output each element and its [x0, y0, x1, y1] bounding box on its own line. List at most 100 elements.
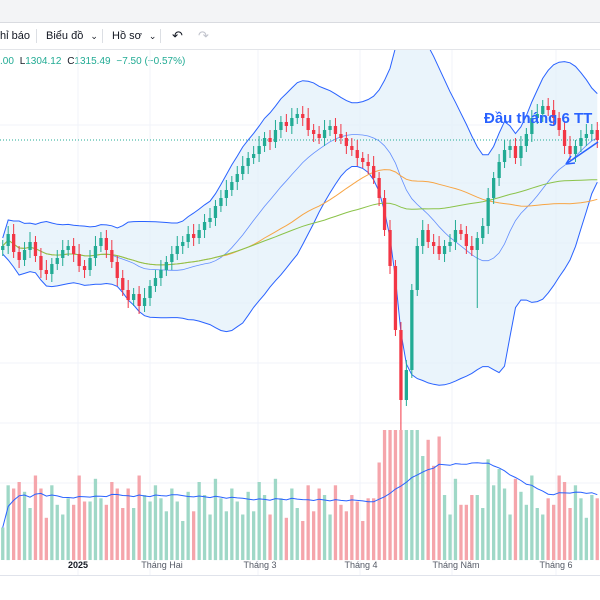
volume-bar	[595, 498, 599, 561]
volume-bar	[339, 504, 343, 561]
candle-body	[508, 146, 512, 150]
candle-body	[486, 198, 490, 226]
volume-bar	[442, 495, 447, 560]
profile-menu-button[interactable]: Hồ sơ ⌄	[112, 23, 156, 49]
candle-body	[93, 246, 98, 258]
candle-body	[219, 198, 223, 206]
volume-bar	[415, 430, 419, 560]
volume-bar	[388, 430, 392, 560]
candle-body	[306, 118, 310, 130]
chart-toolbar: hỉ báo Biểu đồ ⌄ Hồ sơ ⌄ ↶ ↷	[0, 23, 600, 50]
annotation-text: Đầu tháng 6 TT	[484, 110, 592, 127]
price-chart[interactable]: Đầu tháng 6 TT 2025 Tháng Hai Tháng 3 Tháng…	[0, 50, 600, 580]
volume-bar	[93, 478, 98, 561]
volume-bar	[1, 527, 5, 560]
volume-bar	[530, 475, 534, 560]
candle-body	[350, 146, 354, 150]
candle-body	[552, 110, 556, 118]
volume-bar	[350, 495, 354, 560]
candle-body	[181, 242, 185, 246]
candle-body	[295, 114, 299, 118]
open-value: .00	[0, 56, 14, 67]
candle-body	[432, 242, 436, 246]
candle-body	[584, 134, 588, 138]
candle-body	[6, 234, 10, 246]
candle-body	[388, 230, 392, 266]
candle-body	[39, 256, 43, 270]
candle-body	[393, 266, 398, 330]
volume-bar	[39, 488, 43, 560]
candle-body	[355, 150, 359, 158]
volume-bar	[470, 495, 474, 560]
chart-menu-button[interactable]: Biểu đồ ⌄	[46, 23, 98, 49]
candle-body	[546, 106, 550, 110]
volume-bar	[573, 485, 578, 561]
volume-bar	[186, 491, 190, 560]
x-axis-tick-label: Tháng Năm	[432, 560, 479, 570]
candle-body	[312, 130, 316, 134]
candle-body	[186, 234, 190, 242]
volume-bar	[72, 504, 76, 561]
candle-body	[535, 114, 539, 118]
volume-bar	[252, 511, 256, 561]
indicators-button[interactable]: hỉ báo	[0, 30, 30, 42]
volume-bar	[519, 491, 523, 561]
candle-body	[142, 298, 147, 306]
chart-menu-label: Biểu đồ	[46, 30, 84, 42]
candle-body	[17, 252, 21, 260]
volume-bar	[497, 469, 501, 560]
volume-bar	[486, 459, 490, 560]
candle-body	[55, 258, 59, 264]
candle-body	[104, 238, 108, 250]
volume-bar	[568, 508, 572, 560]
volume-bar	[77, 475, 81, 560]
volume-bar	[295, 508, 299, 560]
x-axis-tick-label: 2025	[68, 560, 88, 570]
candle-body	[573, 146, 578, 154]
candle-body	[197, 230, 201, 238]
volume-bar	[66, 498, 70, 561]
volume-bar	[33, 475, 38, 560]
x-axis-tick-label: Tháng 4	[344, 560, 377, 570]
volume-bar	[17, 482, 21, 560]
candle-body	[366, 162, 370, 166]
volume-bar	[132, 508, 136, 560]
candle-body	[421, 230, 425, 246]
candle-body	[382, 198, 387, 230]
candle-body	[22, 250, 27, 260]
volume-bar	[224, 511, 228, 561]
volume-bar	[590, 495, 594, 560]
volume-bar	[148, 501, 152, 560]
volume-bar	[104, 504, 108, 561]
annotation-arrow	[565, 141, 599, 165]
profile-menu-label: Hồ sơ	[112, 30, 142, 42]
volume-bar	[22, 491, 27, 561]
volume-bar	[273, 478, 278, 561]
candle-body	[110, 250, 114, 262]
volume-bar	[328, 514, 332, 560]
volume-bar	[366, 498, 370, 561]
redo-icon[interactable]: ↷	[198, 28, 209, 43]
volume-bar	[284, 517, 288, 561]
volume-bar	[110, 482, 114, 560]
candle-body	[410, 290, 414, 370]
candle-body	[115, 262, 119, 278]
volume-bar	[175, 501, 179, 560]
candle-body	[361, 158, 365, 162]
candle-body	[448, 242, 452, 246]
annotation-arrowhead	[565, 155, 576, 165]
volume-bar	[12, 488, 16, 560]
candle-body	[202, 222, 207, 230]
low-label: L	[19, 56, 26, 67]
candle-body	[132, 294, 136, 300]
candle-body	[524, 134, 528, 146]
volume-bar	[197, 482, 201, 560]
candle-body	[579, 138, 583, 146]
volume-bar	[88, 501, 92, 560]
candle-body	[77, 254, 81, 266]
candle-body	[28, 242, 32, 250]
undo-icon[interactable]: ↶	[172, 28, 183, 43]
volume-bar	[213, 478, 218, 561]
volume-bar	[137, 475, 141, 560]
candle-body	[502, 150, 507, 162]
